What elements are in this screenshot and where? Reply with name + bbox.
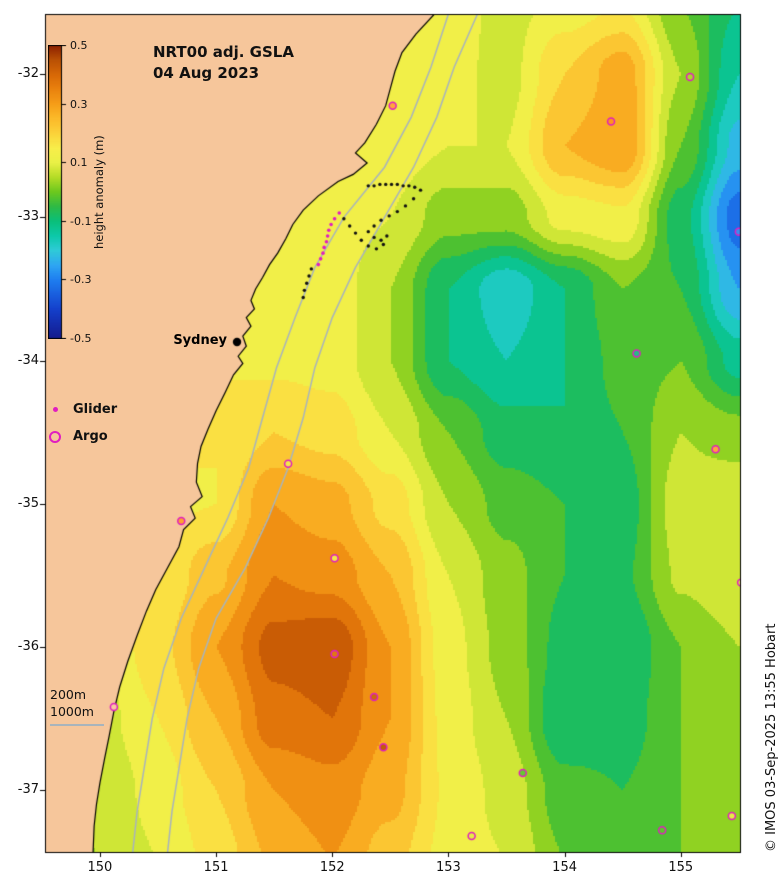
lon-tick-label: 150 [87,860,113,875]
depth-200m-label: 200m [50,687,87,702]
depth-legend: 200m 1000m [50,686,104,726]
lat-tick-label: -35 [17,495,39,511]
colorbar-tick-label: -0.5 [70,332,92,345]
city-label-sydney: Sydney [173,332,228,348]
lon-tick-label: 155 [668,860,694,875]
title-line2: 04 Aug 2023 [153,64,260,82]
argo-legend-label: Argo [73,429,108,444]
colorbar-tick-label: 0.5 [70,39,88,52]
lon-tick-label: 153 [436,860,461,875]
colorbar: 0.5 0.3 0.1 -0.1 -0.3 -0.5 height anomaly (m) [48,39,198,345]
colorbar-gradient [48,45,68,339]
title-line1: NRT00 adj. GSLA [153,43,294,61]
lat-tick-label: -33 [17,209,39,225]
depth-1000m-label: 1000m [50,704,94,719]
lat-tick-label: -36 [17,638,39,654]
bathy-line-sample [50,724,104,726]
map-title: NRT00 adj. GSLA 04 Aug 2023 [153,42,294,84]
glider-legend-label: Glider [73,402,118,417]
argo-marker-icon [49,430,61,443]
colorbar-label: height anomaly (m) [92,135,106,249]
colorbar-tick-label: 0.1 [70,156,88,169]
glider-marker-icon [52,407,58,412]
lat-tick-label: -34 [17,352,39,368]
lat-tick-label: -32 [17,66,39,82]
copyright-attribution: © IMOS 03-Sep-2025 13:55 Hobart [764,623,779,852]
legend-row-argo: Argo [44,423,117,450]
lon-tick-label: 152 [319,860,345,875]
colorbar-tick-label: -0.1 [70,215,92,228]
legend-row-glider: Glider [44,396,117,423]
lat-tick-label: -37 [17,782,39,798]
lon-tick-label: 154 [552,860,577,875]
colorbar-tick-label: -0.3 [70,273,92,286]
map-legend: Glider Argo [44,396,117,450]
colorbar-tick-label: 0.3 [70,98,88,111]
lon-tick-label: 151 [203,860,229,875]
